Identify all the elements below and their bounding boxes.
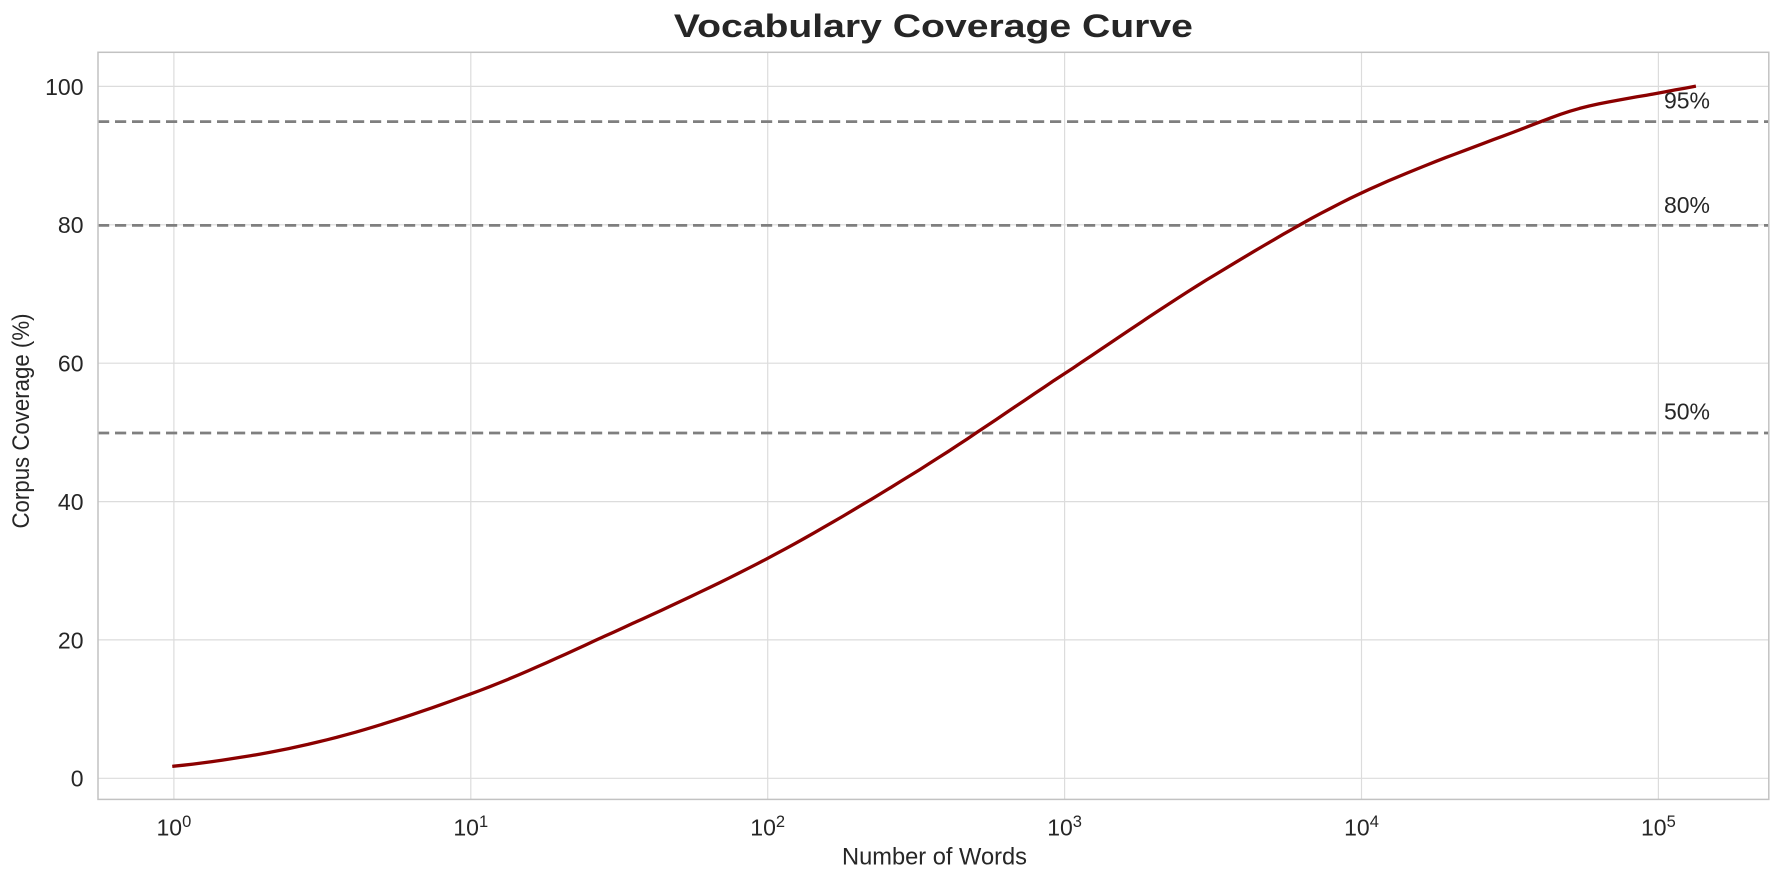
svg-text:102: 102 (750, 813, 785, 840)
svg-text:Number of Words: Number of Words (842, 843, 1027, 870)
svg-text:50%: 50% (1664, 399, 1710, 425)
svg-text:100: 100 (45, 74, 83, 100)
svg-text:20: 20 (58, 627, 84, 653)
svg-text:0: 0 (71, 766, 84, 792)
svg-text:40: 40 (58, 489, 84, 515)
svg-text:Vocabulary Coverage Curve: Vocabulary Coverage Curve (674, 8, 1193, 44)
svg-text:Corpus Coverage (%): Corpus Coverage (%) (8, 314, 35, 529)
svg-text:95%: 95% (1664, 88, 1710, 114)
svg-text:80%: 80% (1664, 192, 1710, 218)
svg-text:80: 80 (58, 212, 84, 238)
svg-text:60: 60 (58, 351, 84, 377)
